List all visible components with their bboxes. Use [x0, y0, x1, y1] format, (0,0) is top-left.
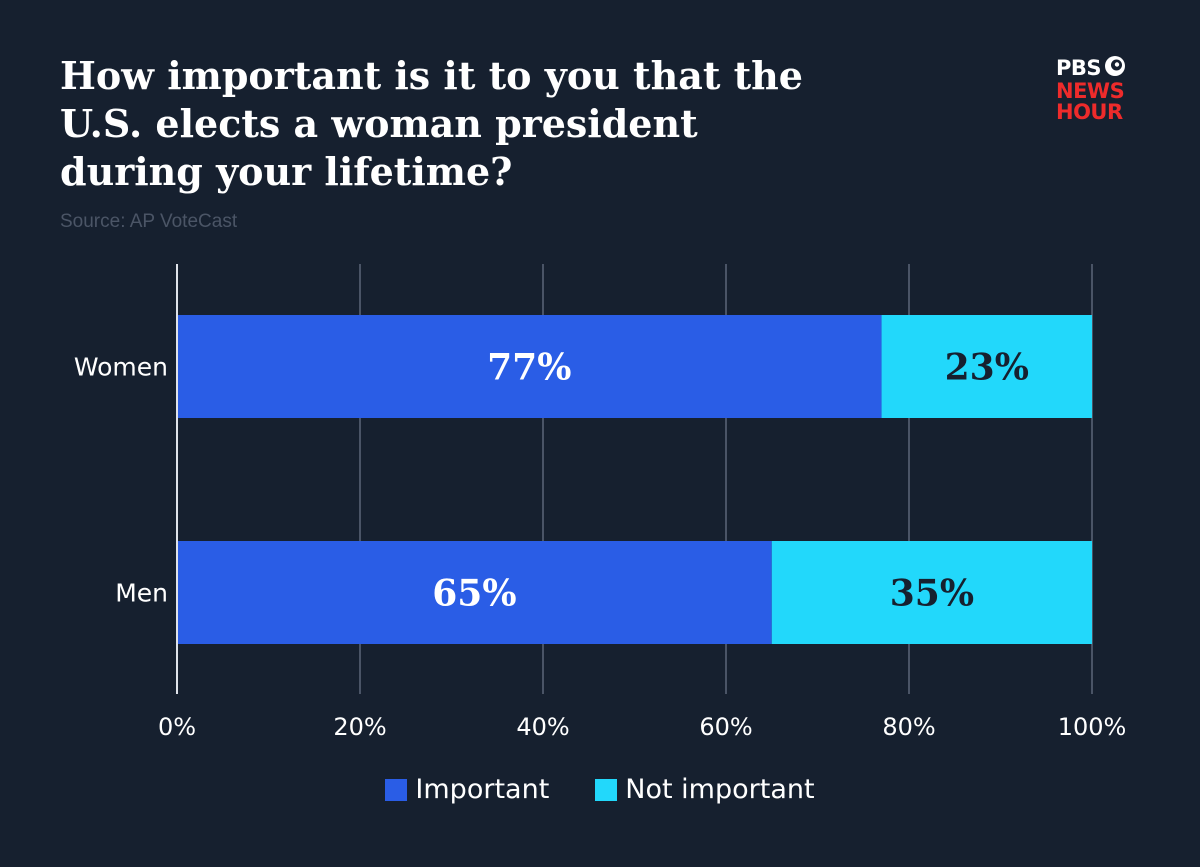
legend-label-important: Important — [415, 774, 550, 805]
bar-men-not-important — [771, 541, 1092, 644]
value-label-women-important: 77% — [487, 347, 571, 389]
legend-item-not-important: Not important — [595, 774, 815, 805]
x-tick-label-0: 0% — [158, 713, 196, 741]
logo-line-hour: HOUR — [1056, 100, 1123, 124]
legend-label-not-important: Not important — [625, 774, 815, 805]
x-tick-label-60: 60% — [699, 713, 752, 741]
logo-line-pbs: PBS — [1056, 55, 1102, 80]
logo-line-news: NEWS — [1056, 79, 1125, 103]
bar-women-important — [177, 315, 882, 418]
category-label-women: Women — [74, 353, 168, 382]
source-note: Source: AP VoteCast — [60, 211, 238, 232]
legend-swatch-not-important — [595, 778, 618, 801]
chart-title: How important is it to you that the U.S.… — [60, 53, 803, 194]
pbs-newshour-logo: PBS NEWS HOUR — [1056, 55, 1126, 123]
legend-swatch-important — [385, 778, 408, 801]
bar-women-not-important — [881, 315, 1092, 418]
x-tick-label-40: 40% — [516, 713, 569, 741]
category-label-men: Men — [115, 579, 168, 608]
legend-item-important: Important — [385, 774, 549, 805]
pbs-head-icon — [1104, 55, 1126, 81]
legend: Important Not important — [0, 774, 1200, 805]
x-tick-label-80: 80% — [882, 713, 935, 741]
value-label-women-not-important: 23% — [945, 347, 1029, 389]
value-label-men-not-important: 35% — [890, 573, 974, 615]
bar-men-important — [177, 541, 772, 644]
x-tick-label-100: 100% — [1058, 713, 1127, 741]
x-tick-label-20: 20% — [333, 713, 386, 741]
value-label-men-important: 65% — [432, 573, 516, 615]
